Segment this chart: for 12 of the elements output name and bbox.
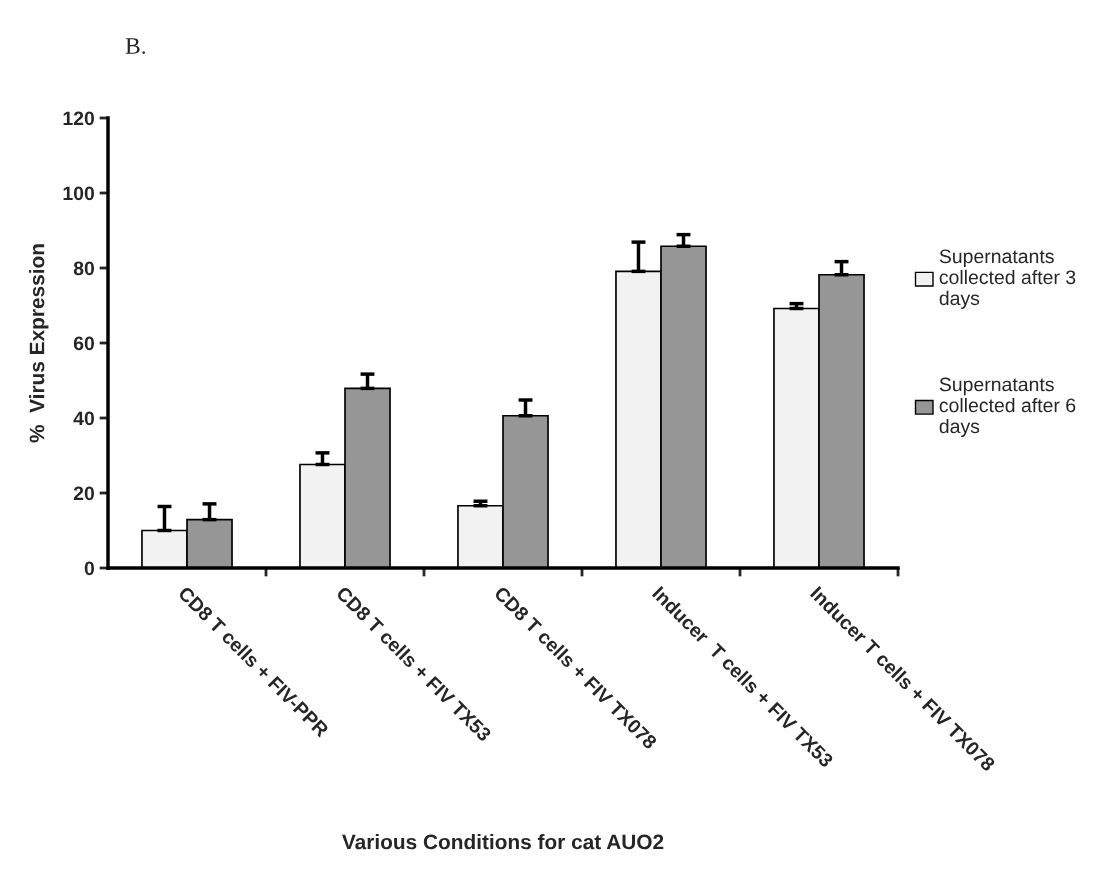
- y-tick-label: 20: [73, 486, 95, 501]
- x-axis-title: Various Conditions for cat AUO2: [342, 834, 664, 850]
- y-tick-label: 60: [73, 336, 95, 351]
- legend-label: Supernatants collected after 6 days: [939, 377, 1076, 438]
- y-tick-label: 120: [63, 111, 95, 126]
- y-tick-label: 0: [84, 561, 95, 576]
- y-tick-label: 100: [63, 186, 95, 201]
- legend-label: Supernatants collected after 3 days: [939, 249, 1076, 309]
- y-tick-label: 40: [73, 411, 95, 426]
- y-axis-title: % Virus Expression: [29, 244, 49, 443]
- y-tick-label: 80: [73, 261, 95, 276]
- text: B.: [125, 38, 146, 55]
